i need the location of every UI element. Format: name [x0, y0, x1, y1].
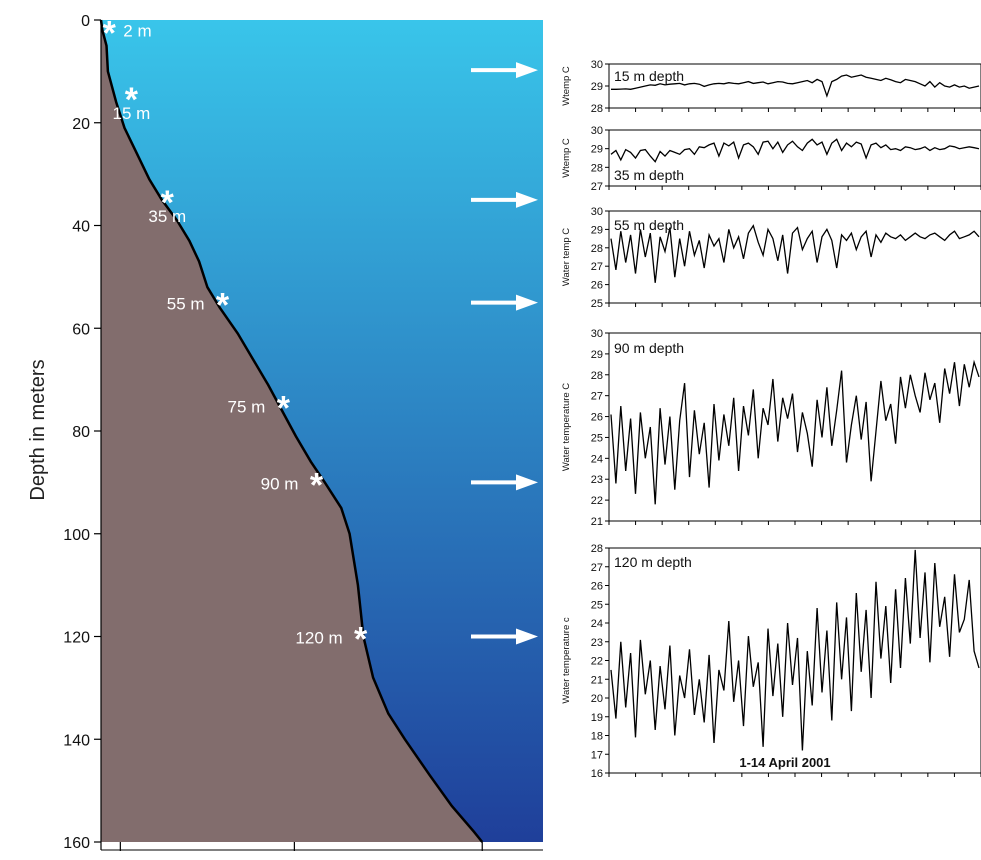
depth-marker-asterisk: *	[277, 389, 291, 427]
depth-marker-asterisk: *	[161, 184, 175, 222]
depth-marker-asterisk: *	[125, 81, 139, 119]
arrow-head	[516, 191, 538, 208]
panel-ytick-label: 25	[591, 432, 603, 444]
panel-ytick-label: 27	[591, 562, 603, 574]
panel-ytick-label: 23	[591, 474, 603, 486]
panel-ytick-label: 30	[591, 59, 603, 71]
panel-ytick-label: 27	[591, 181, 603, 193]
depth-marker-label: 90 m	[261, 474, 299, 493]
panel-ytick-label: 21	[591, 674, 603, 686]
temperature-series	[610, 359, 980, 505]
panel-ytick-label: 20	[591, 693, 603, 705]
depth-tick-label: 140	[63, 732, 90, 749]
panel-ytick-label: 29	[591, 349, 603, 361]
panel-ytick-label: 22	[591, 656, 603, 668]
panel-ytick-label: 22	[591, 495, 603, 507]
depth-tick-label: 160	[63, 835, 90, 852]
depth-marker-label: 55 m	[167, 295, 205, 314]
panel-ytick-label: 29	[591, 81, 603, 93]
panel-ytick-label: 28	[591, 243, 603, 255]
panel-ytick-label: 28	[591, 162, 603, 174]
panel-ytick-label: 28	[591, 543, 603, 555]
arrow-head	[516, 474, 538, 491]
panel-ylabel: Water temp C	[561, 228, 572, 286]
depth-arrows	[471, 62, 538, 645]
arrow-head	[516, 294, 538, 311]
depth-marker-label: 75 m	[228, 397, 266, 416]
panel-annotation: 120 m depth	[614, 554, 692, 570]
panel-ytick-label: 27	[591, 391, 603, 403]
depth-marker-asterisk: *	[354, 621, 368, 659]
depth-tick-label: 0	[81, 13, 90, 30]
panel-ytick-label: 25	[591, 599, 603, 611]
depth-tick-label: 20	[72, 116, 90, 133]
temperature-panels: 28 29 30 15 m depth Wtemp C 27 28 29 30 35 m dept…	[561, 59, 981, 780]
panel-xlabel: 1-14 April 2001	[739, 755, 830, 770]
panel-ytick-label: 28	[591, 370, 603, 382]
temperature-series	[610, 224, 980, 283]
arrow-head	[516, 62, 538, 79]
arrow-head	[516, 628, 538, 645]
temp-panel-3: 25 26 27 28 29 30 55 m depth Water temp C	[561, 206, 981, 310]
panel-ytick-label: 27	[591, 261, 603, 273]
depth-tick-label: 80	[72, 424, 90, 441]
panel-ytick-label: 23	[591, 637, 603, 649]
panel-ylabel: Wtemp C	[561, 138, 572, 178]
panel-ytick-label: 21	[591, 516, 603, 528]
panel-ytick-label: 28	[591, 103, 603, 115]
depth-tick-label: 40	[72, 219, 90, 236]
panel-ytick-label: 29	[591, 224, 603, 236]
depth-marker-asterisk: *	[103, 14, 117, 52]
panel-ytick-label: 24	[591, 453, 603, 465]
depth-marker-asterisk: *	[216, 287, 230, 325]
panel-ylabel: Wtemp C	[561, 66, 572, 106]
panel-ytick-label: 24	[591, 618, 603, 630]
temp-panel-2: 27 28 29 30 35 m depth Wtemp C	[561, 125, 981, 193]
depth-tick-label: 120	[63, 630, 90, 647]
panel-ytick-label: 29	[591, 144, 603, 156]
depth-axis-label: Depth in meters	[27, 359, 49, 500]
panel-ytick-label: 17	[591, 749, 603, 761]
temperature-series	[610, 138, 980, 163]
panel-annotation: 90 m depth	[614, 340, 684, 356]
depth-marker-label: 15 m	[112, 104, 150, 123]
panel-ytick-label: 19	[591, 712, 603, 724]
panel-ytick-label: 26	[591, 581, 603, 593]
panel-ytick-label: 30	[591, 125, 603, 137]
depth-marker-label: 120 m	[295, 629, 342, 648]
panel-ytick-label: 30	[591, 206, 603, 218]
seafloor	[101, 20, 483, 842]
panel-ytick-label: 18	[591, 731, 603, 743]
temp-panel-5: 16 17 18 19 20 21 22 23 24 25 26 27 28 120 m depth Wat…	[561, 543, 981, 780]
panel-annotation: 15 m depth	[614, 68, 684, 84]
panel-ytick-label: 30	[591, 328, 603, 340]
temp-panel-4: 21 22 23 24 25 26 27 28 29 30 90 m depth Water temp…	[561, 328, 981, 528]
seafloor-profile-line	[99, 19, 484, 843]
panel-ylabel: Water temperature c	[561, 617, 572, 703]
panel-ytick-label: 26	[591, 412, 603, 424]
temp-panel-1: 28 29 30 15 m depth Wtemp C	[561, 59, 981, 115]
depth-tick-label: 100	[63, 527, 90, 544]
temperature-series	[611, 74, 980, 98]
depth-profile-chart: 0 20 40 60 80 100 120 140 160 Depth in meters * 2 m…	[27, 13, 543, 852]
panel-ytick-label: 26	[591, 280, 603, 292]
temperature-series	[610, 549, 980, 751]
depth-tick-label: 60	[72, 321, 90, 338]
panel-ytick-label: 16	[591, 768, 603, 780]
panel-ytick-label: 25	[591, 298, 603, 310]
panel-ylabel: Water temperature C	[561, 383, 572, 471]
panel-annotation: 35 m depth	[614, 167, 684, 183]
panel-annotation: 55 m depth	[614, 217, 684, 233]
depth-marker-asterisk: *	[310, 466, 324, 504]
depth-marker-label: 2 m	[123, 21, 151, 40]
depth-marker-label: 35 m	[148, 207, 186, 226]
